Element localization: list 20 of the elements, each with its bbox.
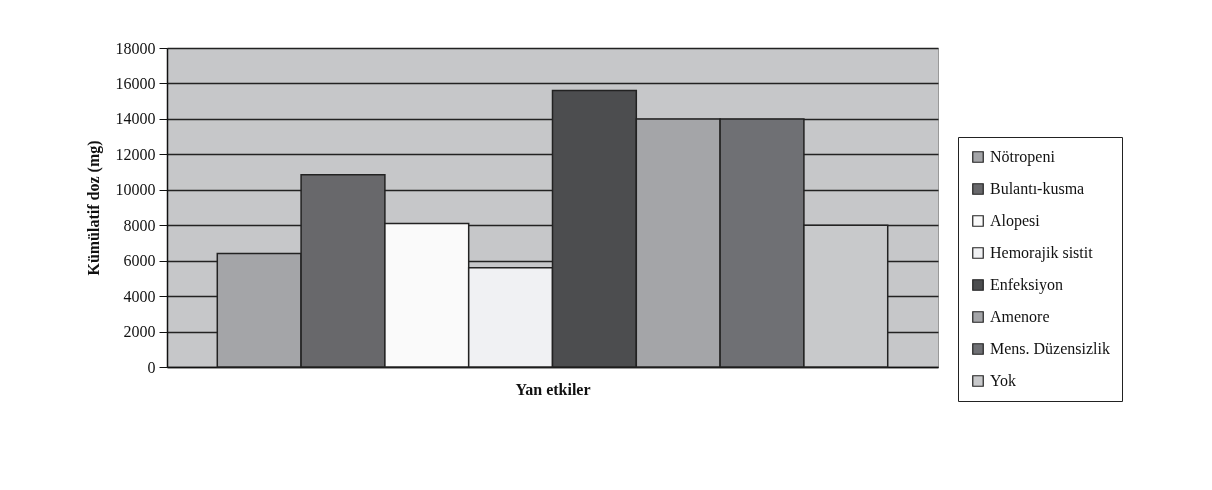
- x-axis-title: Yan etkiler: [515, 380, 591, 398]
- y-tick-label: 2000: [123, 323, 156, 341]
- legend-label: Alopesi: [990, 212, 1041, 230]
- legend-label: Amenore: [990, 308, 1050, 325]
- legend-label: Enfeksiyon: [990, 276, 1063, 294]
- y-tick-label: 8000: [123, 216, 156, 234]
- y-tick-label: 0: [147, 358, 156, 376]
- legend-label: Yok: [990, 372, 1016, 389]
- legend-label: Bulantı-kusma: [990, 180, 1085, 197]
- y-tick-label: 6000: [123, 252, 156, 270]
- y-tick-label: 14000: [115, 110, 156, 128]
- legend-label: Nötropeni: [990, 148, 1056, 166]
- legend-label: Mens. Düzensizlik: [990, 340, 1110, 357]
- y-tick-label: 4000: [123, 287, 156, 305]
- legend-label: Hemorajik sistit: [990, 244, 1094, 262]
- y-tick-label: 10000: [115, 181, 156, 199]
- y-tick-label: 18000: [115, 39, 156, 57]
- y-tick-label: 16000: [115, 74, 156, 92]
- y-axis-title: Kümülatif doz (mg): [84, 140, 103, 276]
- y-tick-label: 12000: [115, 145, 156, 163]
